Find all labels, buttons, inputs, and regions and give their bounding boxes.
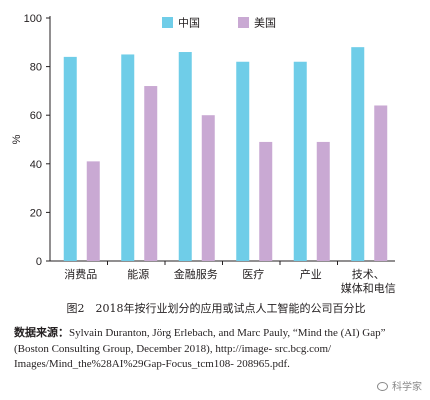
y-tick-label: 60 <box>30 110 42 122</box>
bar-china <box>121 54 135 262</box>
y-tick-label: 0 <box>36 256 42 268</box>
x-tick-label: 金融服务 <box>174 267 218 281</box>
legend-label: 中国 <box>178 17 200 30</box>
watermark-text: 科学家 <box>392 382 422 393</box>
x-tick-label: 技术、 <box>352 268 385 281</box>
bar-usa <box>316 141 330 261</box>
wechat-icon <box>377 381 389 391</box>
y-axis-label: % <box>11 134 23 144</box>
y-tick-label: 100 <box>24 13 42 25</box>
x-tick-label: 能源 <box>127 267 149 281</box>
bar-usa <box>259 141 273 261</box>
legend-label: 美国 <box>254 17 276 30</box>
bar-usa <box>374 105 388 261</box>
x-tick-label: 医疗 <box>242 267 264 281</box>
y-tick-label: 40 <box>30 159 42 171</box>
watermark: 科学家 <box>377 378 422 393</box>
legend-swatch-usa <box>238 17 249 28</box>
bar-china <box>293 61 307 261</box>
bar-china <box>351 47 365 261</box>
y-tick-label: 20 <box>30 207 42 219</box>
bar-china <box>178 52 192 261</box>
figure-caption: 图2 2018年按行业划分的应用或试点人工智能的公司百分比 <box>66 302 366 315</box>
bar-china <box>236 61 250 261</box>
bar-usa <box>86 161 100 261</box>
legend-swatch-china <box>162 17 173 28</box>
source-label: 数据来源： <box>14 327 69 339</box>
x-tick-label: 消费品 <box>64 267 97 281</box>
source-text: Sylvain Duranton, Jörg Erlebach, and Mar… <box>14 327 386 370</box>
bar-usa <box>201 115 215 261</box>
x-tick-label: 媒体和电信 <box>341 281 396 295</box>
y-tick-label: 80 <box>30 62 42 74</box>
x-tick-label: 产业 <box>300 267 322 281</box>
bar-chart: 0 20 40 60 80 100% 消费品 能源 金融服务 医疗 产业 技术、媒体和电信 中国 美国 <box>11 13 396 295</box>
bar-usa <box>144 86 158 261</box>
data-source: 数据来源：Sylvain Duranton, Jörg Erlebach, an… <box>14 326 418 373</box>
bar-china <box>63 56 77 261</box>
